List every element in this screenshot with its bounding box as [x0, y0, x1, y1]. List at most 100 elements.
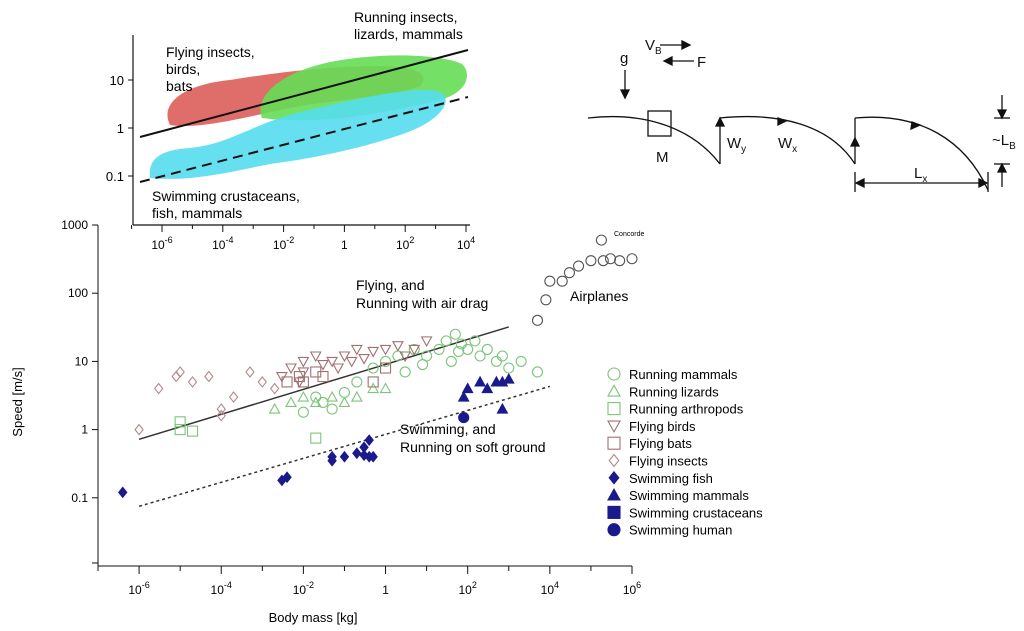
x-tick-label: 102 — [459, 580, 477, 597]
running-mammals-point — [531, 366, 544, 378]
trajectory-arc-2 — [719, 115, 856, 165]
main-chart: 0.1 1 10 100 1000 10-6 10-4 10-2 1 102 104 106 Spe… — [10, 218, 763, 625]
flying-insects-point — [245, 366, 255, 378]
flying-birds-point — [326, 356, 339, 368]
running-lizards-point — [367, 382, 380, 394]
inset-x-tick-label: 10-2 — [273, 235, 294, 252]
flying-birds-point — [391, 341, 404, 352]
running-mammals-point — [379, 355, 392, 367]
legend-item-swimming-human-marker — [607, 523, 621, 537]
inset-solid-line — [139, 49, 469, 138]
inset-dashed-line — [139, 96, 469, 183]
running-mammals-point — [515, 355, 527, 367]
y-tick-label: 10 — [75, 354, 89, 368]
x-tick-label: 1 — [382, 583, 389, 597]
annotation-flying-2: Running with air drag — [356, 295, 488, 311]
inset-label-swimming-1: Swimming crustaceans, — [152, 188, 300, 204]
swimming-mammals-point — [502, 372, 515, 384]
legend-item-running-mammals: Running mammals — [607, 367, 738, 382]
flying-birds-point — [350, 344, 363, 356]
inset-x-tick-label: 10-6 — [151, 235, 172, 252]
annotation-airplanes: Airplanes — [570, 288, 628, 304]
legend-item-swimming-human-label: Swimming human — [629, 523, 732, 538]
running-mammals-point — [469, 335, 481, 347]
legend-item-running-lizards-label: Running lizards — [629, 384, 719, 399]
label-wy: Wy — [727, 135, 746, 155]
flying-birds-point — [367, 346, 380, 358]
running-mammals-point — [351, 376, 363, 388]
legend-item-running-mammals-marker — [607, 367, 621, 381]
running-lizards-point — [309, 396, 322, 408]
legend: Running mammals Running lizards Running ar… — [607, 367, 763, 538]
running-arthropods-point — [310, 432, 322, 444]
swimming-fish-point — [339, 450, 350, 463]
legend-item-swimming-mammals: Swimming mammals — [607, 487, 749, 503]
legend-item-swimming-crustaceans-marker — [607, 505, 621, 519]
label-f: F — [697, 54, 706, 71]
label-vb: VB — [645, 37, 662, 57]
x-tick-label: 10-6 — [128, 580, 149, 597]
swimming-fish-point — [118, 486, 128, 499]
swimming-fit-line — [138, 385, 551, 508]
flying-insects-point — [134, 423, 144, 436]
flying-birds-point — [297, 367, 310, 379]
running-arthropods-point — [186, 425, 199, 437]
running-mammals-point — [297, 406, 309, 418]
flying-insects-point — [187, 376, 198, 388]
lb-top-head — [996, 109, 1008, 120]
swimming-human-point — [458, 412, 470, 424]
lb-bottom-head — [996, 162, 1008, 173]
inset-label-running-1: Running insects, — [354, 9, 458, 25]
flying-insects-point — [216, 409, 226, 422]
flying-birds-point — [345, 356, 358, 368]
airplanes-point — [563, 267, 575, 279]
running-lizards-point — [379, 382, 392, 394]
flying-insects-point — [216, 403, 226, 415]
y-axis-label: Speed [m/s] — [10, 367, 25, 436]
flying-insects-point — [175, 366, 185, 378]
running-mammals-point — [399, 366, 411, 378]
running-lizards-point — [297, 390, 310, 402]
legend-item-running-arthropods: Running arthropods — [607, 402, 744, 417]
flying-birds-point — [317, 359, 329, 371]
inset-y-tick-label: 10 — [110, 73, 124, 88]
running-lizards-point — [326, 390, 339, 402]
airplanes-point — [626, 253, 638, 265]
mass-box — [647, 110, 672, 137]
concorde-point — [595, 234, 607, 246]
legend-item-flying-birds-label: Flying birds — [629, 419, 696, 434]
annotation-concorde: Concorde — [614, 231, 644, 238]
running-mammals-point — [417, 358, 429, 371]
legend-item-swimming-crustaceans-label: Swimming crustaceans — [629, 505, 763, 520]
flying-insects-point — [204, 370, 214, 383]
inset-label-running-2: lizards, mammals — [354, 26, 463, 42]
running-mammals-point — [326, 403, 338, 415]
swimming-fish-point — [352, 447, 362, 460]
flying-birds-point — [309, 351, 322, 363]
flying-bats-point — [317, 370, 329, 383]
legend-item-swimming-crustaceans: Swimming crustaceans — [607, 505, 763, 520]
lx-right-head — [978, 177, 989, 189]
running-mammals-point — [490, 355, 502, 367]
swimming-mammals-point — [461, 382, 474, 394]
running-mammals-point — [433, 343, 445, 355]
legend-item-running-arthropods-marker — [607, 402, 621, 416]
running-arthropods-point — [174, 416, 186, 428]
running-lizards-point — [268, 402, 281, 414]
flying-birds-point — [420, 336, 433, 348]
inset-x-tick-label: 1 — [341, 238, 348, 252]
legend-item-flying-insects-marker — [608, 453, 620, 468]
x-tick-label: 10-2 — [293, 580, 314, 597]
swimming-fish-point — [359, 441, 369, 454]
legend-item-swimming-human: Swimming human — [607, 523, 732, 538]
x-tick-label: 106 — [623, 580, 641, 597]
arc3-arrowhead — [910, 121, 922, 131]
airplanes-point — [556, 275, 568, 287]
inset-label-flying-2: birds, — [166, 61, 200, 77]
flying-bats-point — [379, 362, 392, 374]
airplanes-point — [614, 255, 626, 267]
flying-birds-point — [338, 351, 351, 363]
lx-left-head — [854, 177, 865, 189]
legend-item-running-mammals-label: Running mammals — [629, 367, 738, 382]
label-wx: Wx — [778, 135, 797, 155]
